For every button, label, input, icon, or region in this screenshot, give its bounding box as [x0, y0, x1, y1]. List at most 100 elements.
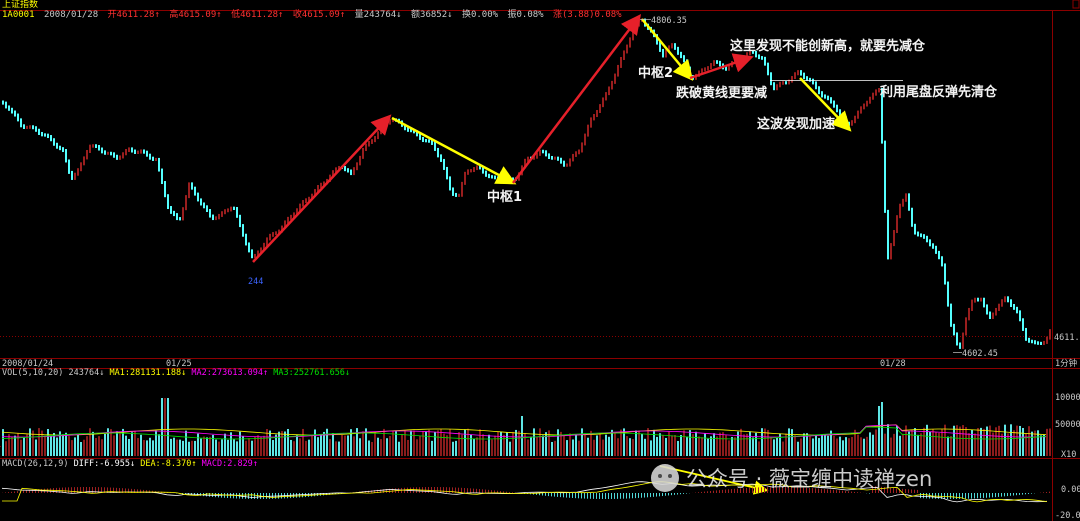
volume-bar	[209, 436, 211, 456]
volume-bar	[980, 427, 982, 456]
price-candle	[197, 192, 199, 202]
price-candle	[386, 121, 388, 127]
volume-bar	[41, 430, 43, 456]
price-candle	[524, 158, 526, 169]
macd-bar	[89, 487, 90, 493]
price-candle	[683, 55, 685, 63]
macd-bar	[893, 488, 894, 493]
volume-bar	[518, 430, 520, 456]
macd-bar	[614, 493, 615, 499]
volume-bar	[374, 431, 376, 456]
volume-bar	[911, 430, 913, 456]
price-candle	[200, 198, 202, 206]
price-candle	[227, 208, 229, 213]
price-candle	[143, 149, 145, 154]
macd-bar	[611, 493, 612, 499]
macd-bar	[452, 487, 453, 493]
volume-bar	[257, 435, 259, 456]
price-candle	[764, 56, 766, 66]
volume-bar	[668, 431, 670, 456]
macd-bar	[977, 493, 978, 499]
volume-bar	[263, 435, 265, 456]
volume-bar	[176, 439, 178, 456]
macd-bar	[905, 489, 906, 493]
macd-bar	[311, 493, 312, 497]
volume-bar	[554, 440, 556, 456]
macd-bar	[8, 492, 9, 493]
price-candle	[188, 182, 190, 199]
price-candle	[428, 139, 430, 143]
price-candle	[233, 206, 235, 211]
price-candle	[182, 207, 184, 221]
macd-bar	[896, 488, 897, 493]
macd-bar	[536, 493, 537, 495]
volume-bar	[800, 438, 802, 456]
volume-bar	[719, 432, 721, 456]
volume-bar	[413, 430, 415, 456]
volume-bar	[95, 438, 97, 456]
volume-bar	[662, 435, 664, 456]
macd-bar	[761, 487, 762, 493]
volume-bar	[803, 433, 805, 456]
macd-bar	[314, 493, 315, 497]
macd-bar	[950, 493, 951, 499]
volume-bar	[545, 432, 547, 456]
volume-bar	[110, 429, 112, 456]
price-candle	[113, 152, 115, 158]
volume-bar	[659, 433, 661, 456]
macd-bar	[512, 492, 513, 493]
vol-label: VOL(5,10,20)	[2, 368, 64, 378]
macd-bar	[83, 487, 84, 493]
close: 收4615.09↑	[292, 10, 346, 20]
volume-bar	[965, 427, 967, 456]
macd-bar	[242, 493, 243, 499]
price-candle	[287, 216, 289, 224]
volume-bar	[200, 438, 202, 456]
macd-bar	[605, 493, 606, 499]
price-candle	[686, 59, 688, 70]
macd-bar	[632, 493, 633, 499]
volume-bar	[212, 434, 214, 456]
macd-bar	[779, 487, 780, 493]
macd-bar	[986, 493, 987, 498]
macd-bar	[878, 486, 879, 493]
macd-bar	[371, 490, 372, 493]
volume-bar	[827, 435, 829, 456]
volume-bar	[881, 402, 883, 456]
volume-bar	[191, 440, 193, 456]
vol-value: 243764↓	[68, 368, 105, 378]
volume-bar	[737, 431, 739, 456]
volume-bar	[470, 434, 472, 456]
price-candle	[770, 72, 772, 86]
price-candle	[512, 177, 514, 181]
volume-bar	[638, 430, 640, 456]
macd-bar	[386, 488, 387, 493]
macd-bar	[767, 487, 768, 493]
macd-bar	[800, 487, 801, 493]
annotation-center1: 中枢1	[487, 189, 522, 205]
macd-bar	[413, 487, 414, 493]
macd-bar	[101, 487, 102, 493]
macd-bar	[716, 490, 717, 493]
price-candle	[959, 342, 961, 349]
price-candle	[95, 144, 97, 148]
price-candle	[1025, 327, 1027, 341]
price-candle	[563, 160, 565, 167]
annotations: 中枢1 中枢2 这里发现不能创新高，就要先减仓 跌破黄线更要减 这波发现加速 利…	[487, 38, 998, 205]
volume-bar	[653, 429, 655, 456]
price-candle	[128, 147, 130, 152]
price-candle	[245, 233, 247, 246]
price-candle	[356, 162, 358, 171]
macd-bar	[68, 487, 69, 493]
macd-bar	[857, 492, 858, 493]
price-candle	[152, 156, 154, 161]
volume-bar	[812, 438, 814, 456]
price-candle	[569, 158, 571, 167]
volume-bar	[674, 435, 676, 456]
price-candle	[251, 249, 253, 259]
volume-bar	[833, 435, 835, 456]
volume-bar	[461, 434, 463, 456]
volume-bar	[131, 432, 133, 456]
macd-bar	[1004, 493, 1005, 497]
